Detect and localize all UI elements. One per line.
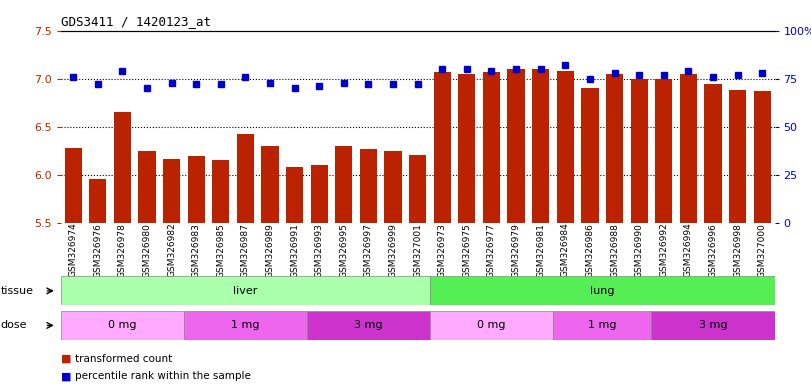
Bar xyxy=(335,146,353,223)
Bar xyxy=(360,149,377,223)
Bar xyxy=(606,74,623,223)
Bar xyxy=(65,148,82,223)
Bar xyxy=(630,79,648,223)
Text: GSM326991: GSM326991 xyxy=(290,223,299,278)
Bar xyxy=(553,311,651,340)
Text: GSM326973: GSM326973 xyxy=(438,223,447,278)
Text: GSM326977: GSM326977 xyxy=(487,223,496,278)
Text: GSM326982: GSM326982 xyxy=(167,223,176,278)
Text: 1 mg: 1 mg xyxy=(588,320,616,331)
Text: GSM326981: GSM326981 xyxy=(536,223,545,278)
Text: 1 mg: 1 mg xyxy=(231,320,260,331)
Bar xyxy=(311,165,328,223)
Bar xyxy=(705,84,722,223)
Text: 3 mg: 3 mg xyxy=(354,320,383,331)
Bar xyxy=(430,276,775,305)
Text: GSM326992: GSM326992 xyxy=(659,223,668,278)
Text: ■: ■ xyxy=(61,354,71,364)
Bar xyxy=(430,311,553,340)
Bar xyxy=(307,311,430,340)
Text: GSM326996: GSM326996 xyxy=(709,223,718,278)
Text: GSM326988: GSM326988 xyxy=(610,223,619,278)
Text: 0 mg: 0 mg xyxy=(108,320,136,331)
Text: GSM327000: GSM327000 xyxy=(757,223,766,278)
Bar xyxy=(184,311,307,340)
Text: GSM326993: GSM326993 xyxy=(315,223,324,278)
Text: GSM327001: GSM327001 xyxy=(413,223,423,278)
Bar xyxy=(581,88,599,223)
Bar xyxy=(483,72,500,223)
Text: transformed count: transformed count xyxy=(75,354,173,364)
Text: 3 mg: 3 mg xyxy=(699,320,727,331)
Bar xyxy=(89,179,106,223)
Bar xyxy=(753,91,770,223)
Text: GSM326997: GSM326997 xyxy=(364,223,373,278)
Text: dose: dose xyxy=(1,320,28,331)
Text: GSM326998: GSM326998 xyxy=(733,223,742,278)
Bar xyxy=(680,74,697,223)
Text: GSM326974: GSM326974 xyxy=(69,223,78,278)
Bar xyxy=(508,69,525,223)
Text: GSM326990: GSM326990 xyxy=(635,223,644,278)
Bar xyxy=(212,161,230,223)
Text: GSM326986: GSM326986 xyxy=(586,223,594,278)
Bar xyxy=(261,146,279,223)
Text: lung: lung xyxy=(590,286,615,296)
Bar xyxy=(61,311,184,340)
Text: GSM326975: GSM326975 xyxy=(462,223,471,278)
Bar xyxy=(139,151,156,223)
Bar xyxy=(61,276,430,305)
Text: percentile rank within the sample: percentile rank within the sample xyxy=(75,371,251,381)
Text: liver: liver xyxy=(234,286,258,296)
Bar xyxy=(237,134,254,223)
Bar xyxy=(651,311,775,340)
Bar xyxy=(458,74,475,223)
Text: GSM326985: GSM326985 xyxy=(217,223,225,278)
Text: ■: ■ xyxy=(61,371,71,381)
Text: GSM326984: GSM326984 xyxy=(561,223,570,278)
Text: GDS3411 / 1420123_at: GDS3411 / 1420123_at xyxy=(61,15,211,28)
Bar xyxy=(286,167,303,223)
Text: GSM326987: GSM326987 xyxy=(241,223,250,278)
Bar xyxy=(384,151,401,223)
Text: GSM326978: GSM326978 xyxy=(118,223,127,278)
Text: GSM326980: GSM326980 xyxy=(143,223,152,278)
Text: GSM326994: GSM326994 xyxy=(684,223,693,278)
Text: GSM326995: GSM326995 xyxy=(339,223,349,278)
Text: 0 mg: 0 mg xyxy=(477,320,506,331)
Bar xyxy=(163,159,180,223)
Text: GSM326976: GSM326976 xyxy=(93,223,102,278)
Bar xyxy=(187,156,205,223)
Text: GSM326999: GSM326999 xyxy=(388,223,397,278)
Bar xyxy=(434,72,451,223)
Bar xyxy=(409,155,427,223)
Bar xyxy=(655,79,672,223)
Bar xyxy=(532,69,549,223)
Text: tissue: tissue xyxy=(1,286,34,296)
Text: GSM326979: GSM326979 xyxy=(512,223,521,278)
Text: GSM326989: GSM326989 xyxy=(265,223,274,278)
Bar xyxy=(729,90,746,223)
Text: GSM326983: GSM326983 xyxy=(191,223,200,278)
Bar xyxy=(556,71,574,223)
Bar xyxy=(114,112,131,223)
